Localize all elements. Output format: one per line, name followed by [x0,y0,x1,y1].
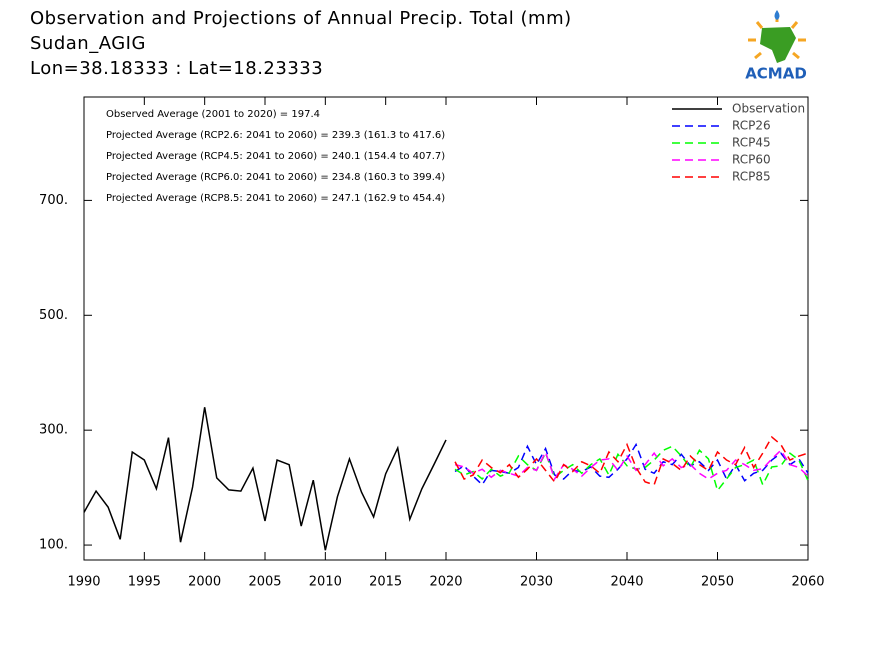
chart-title: Observation and Projections of Annual Pr… [30,8,572,29]
legend-label: Observation [732,102,805,116]
x-tick-label: 2050 [701,575,734,590]
logo: ACMAD [745,10,807,83]
x-tick-label: 2030 [520,575,553,590]
legend-label: RCP85 [732,170,771,184]
logo-text: ACMAD [745,65,807,83]
x-tick-label: 2010 [309,575,342,590]
legend-label: RCP60 [732,153,771,167]
series-line [454,435,809,486]
x-tick-label: 2020 [429,575,462,590]
coordinates: Lon=38.18333 : Lat=18.23333 [30,58,323,79]
x-tick-label: 2060 [791,575,824,590]
annotation: Projected Average (RCP2.6: 2041 to 2060)… [106,130,445,141]
series-line [454,449,809,481]
legend-label: RCP45 [732,136,771,150]
x-tick-label: 1990 [67,575,100,590]
x-tick-label: 2000 [188,575,221,590]
annotation: Projected Average (RCP8.5: 2041 to 2060)… [106,193,445,204]
y-tick-label: 700. [39,193,68,208]
annotation: Projected Average (RCP6.0: 2041 to 2060)… [106,172,445,183]
series-line [454,445,809,493]
x-tick-label: 2040 [610,575,643,590]
chart-subtitle: Sudan_AGIG [30,33,146,54]
x-tick-label: 2005 [248,575,281,590]
annotation: Projected Average (RCP4.5: 2041 to 2060)… [106,151,445,162]
y-tick-label: 500. [39,308,68,323]
x-tick-label: 2015 [369,575,402,590]
y-tick-label: 100. [39,538,68,553]
annotation: Observed Average (2001 to 2020) = 197.4 [106,109,320,120]
legend-label: RCP26 [732,119,771,133]
x-tick-label: 1995 [128,575,161,590]
series-line [83,407,447,551]
y-tick-label: 300. [39,423,68,438]
